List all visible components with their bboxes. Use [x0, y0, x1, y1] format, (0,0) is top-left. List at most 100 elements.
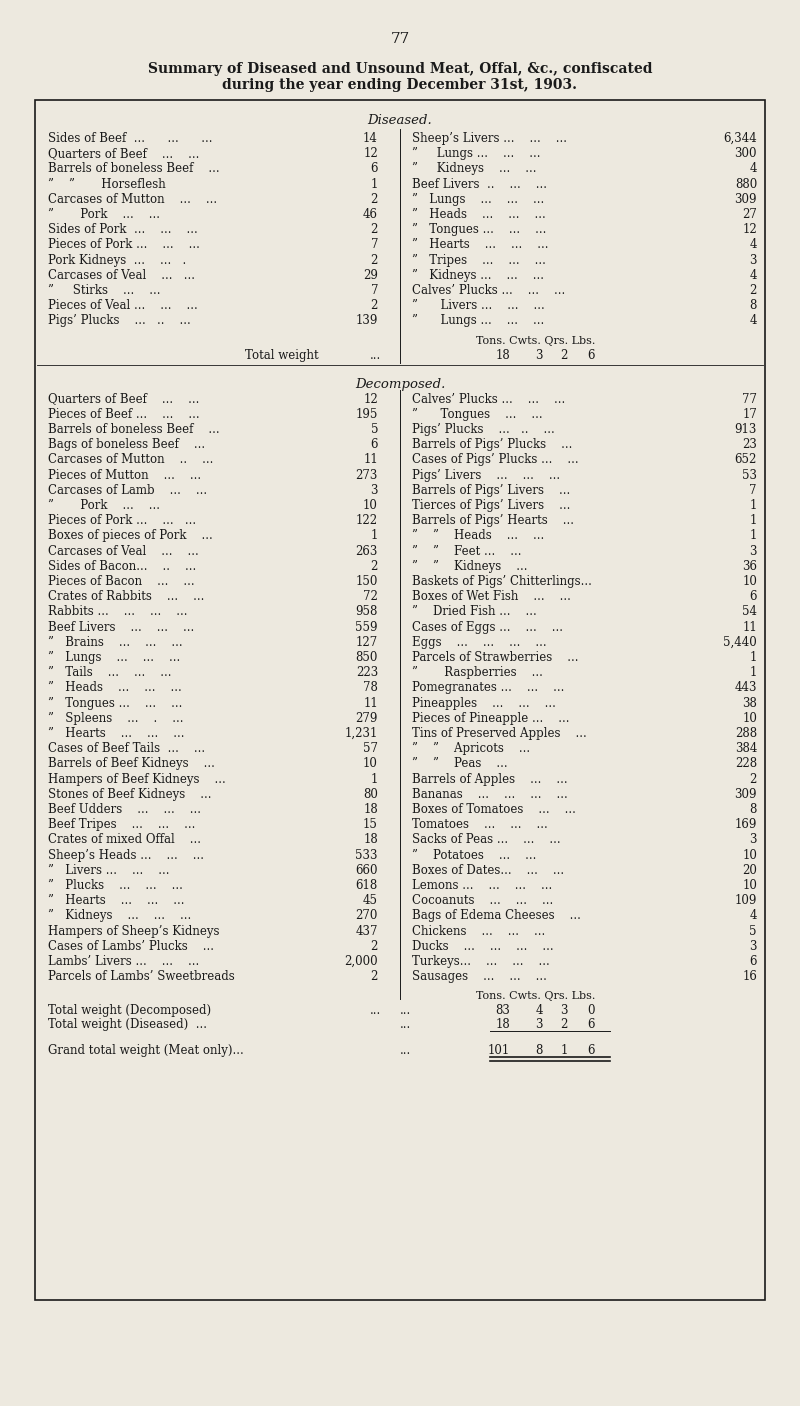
Text: Rabbits ...    ...    ...    ...: Rabbits ... ... ... ...: [48, 606, 187, 619]
Text: Boxes of Wet Fish    ...    ...: Boxes of Wet Fish ... ...: [412, 591, 571, 603]
Text: 279: 279: [356, 711, 378, 725]
Text: 660: 660: [355, 863, 378, 877]
Text: Tins of Preserved Apples    ...: Tins of Preserved Apples ...: [412, 727, 586, 740]
Text: 228: 228: [735, 758, 757, 770]
Text: 6: 6: [370, 439, 378, 451]
Text: 109: 109: [734, 894, 757, 907]
Text: 8: 8: [750, 299, 757, 312]
Text: Cases of Pigs’ Plucks ...    ...: Cases of Pigs’ Plucks ... ...: [412, 453, 578, 467]
Text: 8: 8: [536, 1045, 543, 1057]
Text: Ducks    ...    ...    ...    ...: Ducks ... ... ... ...: [412, 939, 554, 953]
Text: 5: 5: [750, 925, 757, 938]
Text: 0: 0: [587, 1004, 595, 1018]
Text: ”   Lungs    ...    ...    ...: ” Lungs ... ... ...: [48, 651, 180, 664]
Text: Bags of Edema Cheeses    ...: Bags of Edema Cheeses ...: [412, 910, 581, 922]
Text: 223: 223: [356, 666, 378, 679]
Text: ”   Tongues ...    ...    ...: ” Tongues ... ... ...: [412, 224, 546, 236]
Text: 288: 288: [735, 727, 757, 740]
Text: Sheep’s Livers ...    ...    ...: Sheep’s Livers ... ... ...: [412, 132, 567, 145]
Text: Calves’ Plucks ...    ...    ...: Calves’ Plucks ... ... ...: [412, 284, 566, 297]
Text: 195: 195: [356, 408, 378, 420]
Text: Total weight (Decomposed): Total weight (Decomposed): [48, 1004, 211, 1018]
Text: 12: 12: [363, 392, 378, 405]
Text: 10: 10: [742, 849, 757, 862]
Text: Carcases of Veal    ...   ...: Carcases of Veal ... ...: [48, 269, 195, 281]
Text: ...: ...: [400, 1004, 411, 1018]
Text: Bananas    ...    ...    ...    ...: Bananas ... ... ... ...: [412, 787, 568, 801]
Text: 6: 6: [750, 591, 757, 603]
Text: 2: 2: [370, 193, 378, 205]
Text: Barrels of Pigs’ Hearts    ...: Barrels of Pigs’ Hearts ...: [412, 515, 574, 527]
Text: Pieces of Beef ...    ...    ...: Pieces of Beef ... ... ...: [48, 408, 200, 420]
Text: Pigs’ Livers    ...    ...    ...: Pigs’ Livers ... ... ...: [412, 468, 560, 482]
Text: ”    ”       Horseflesh: ” ” Horseflesh: [48, 177, 166, 191]
Text: 3: 3: [561, 1004, 568, 1018]
Text: 1: 1: [750, 499, 757, 512]
Text: Pomegranates ...    ...    ...: Pomegranates ... ... ...: [412, 682, 564, 695]
Text: Quarters of Beef    ...    ...: Quarters of Beef ... ...: [48, 392, 199, 405]
Text: 16: 16: [742, 970, 757, 983]
Text: Diseased.: Diseased.: [368, 114, 432, 127]
Text: Cases of Lambs’ Plucks    ...: Cases of Lambs’ Plucks ...: [48, 939, 214, 953]
Text: 72: 72: [363, 591, 378, 603]
Text: 8: 8: [750, 803, 757, 815]
Text: 11: 11: [742, 620, 757, 634]
Text: 139: 139: [356, 315, 378, 328]
Text: 7: 7: [370, 239, 378, 252]
Text: ”   Tripes    ...    ...    ...: ” Tripes ... ... ...: [412, 253, 546, 267]
Text: 54: 54: [742, 606, 757, 619]
Text: Tons. Cwts. Qrs. Lbs.: Tons. Cwts. Qrs. Lbs.: [476, 336, 595, 346]
Text: 273: 273: [356, 468, 378, 482]
Text: ”   Brains    ...    ...    ...: ” Brains ... ... ...: [48, 636, 182, 648]
Text: Eggs    ...    ...    ...    ...: Eggs ... ... ... ...: [412, 636, 546, 648]
Text: Cases of Beef Tails  ...    ...: Cases of Beef Tails ... ...: [48, 742, 205, 755]
Text: 45: 45: [363, 894, 378, 907]
Text: Pieces of Mutton    ...    ...: Pieces of Mutton ... ...: [48, 468, 201, 482]
Text: Tons. Cwts. Qrs. Lbs.: Tons. Cwts. Qrs. Lbs.: [476, 991, 595, 1001]
Text: 4: 4: [750, 239, 757, 252]
Text: 958: 958: [356, 606, 378, 619]
Text: Barrels of Apples    ...    ...: Barrels of Apples ... ...: [412, 773, 568, 786]
Text: Crates of mixed Offal    ...: Crates of mixed Offal ...: [48, 834, 201, 846]
Text: 1,231: 1,231: [345, 727, 378, 740]
Text: Crates of Rabbits    ...    ...: Crates of Rabbits ... ...: [48, 591, 204, 603]
Text: 18: 18: [495, 349, 510, 361]
Text: 850: 850: [356, 651, 378, 664]
Text: Tomatoes    ...    ...    ...: Tomatoes ... ... ...: [412, 818, 548, 831]
Text: ...: ...: [400, 1018, 411, 1032]
Text: 3: 3: [750, 939, 757, 953]
Text: ”   Heads    ...    ...    ...: ” Heads ... ... ...: [412, 208, 546, 221]
Text: ...: ...: [370, 349, 382, 361]
Text: 6: 6: [587, 1045, 595, 1057]
Text: 4: 4: [750, 269, 757, 281]
Text: 15: 15: [363, 818, 378, 831]
Text: Summary of Diseased and Unsound Meat, Offal, &c., confiscated: Summary of Diseased and Unsound Meat, Of…: [148, 62, 652, 76]
Text: 443: 443: [734, 682, 757, 695]
Text: 10: 10: [742, 879, 757, 891]
Text: Sides of Pork  ...    ...    ...: Sides of Pork ... ... ...: [48, 224, 198, 236]
Text: ”   Hearts    ...    ...    ...: ” Hearts ... ... ...: [48, 727, 185, 740]
Text: Beef Livers    ...    ...    ...: Beef Livers ... ... ...: [48, 620, 194, 634]
Text: Bags of boneless Beef    ...: Bags of boneless Beef ...: [48, 439, 205, 451]
Text: ”   Tongues ...    ...    ...: ” Tongues ... ... ...: [48, 696, 182, 710]
Text: ”    ”    Apricots    ...: ” ” Apricots ...: [412, 742, 530, 755]
Text: Beef Livers  ..    ...    ...: Beef Livers .. ... ...: [412, 177, 547, 191]
Text: 384: 384: [734, 742, 757, 755]
Text: 77: 77: [742, 392, 757, 405]
Text: ”     Stirks    ...    ...: ” Stirks ... ...: [48, 284, 161, 297]
Text: ”   Lungs    ...    ...    ...: ” Lungs ... ... ...: [412, 193, 544, 205]
Text: 7: 7: [370, 284, 378, 297]
Text: 4: 4: [750, 315, 757, 328]
Text: Stones of Beef Kidneys    ...: Stones of Beef Kidneys ...: [48, 787, 211, 801]
Text: 6: 6: [587, 349, 595, 361]
Text: 46: 46: [363, 208, 378, 221]
Text: Chickens    ...    ...    ...: Chickens ... ... ...: [412, 925, 546, 938]
Text: ”      Lungs ...    ...    ...: ” Lungs ... ... ...: [412, 315, 544, 328]
Text: Tierces of Pigs’ Livers    ...: Tierces of Pigs’ Livers ...: [412, 499, 570, 512]
Text: ”   Livers ...    ...    ...: ” Livers ... ... ...: [48, 863, 170, 877]
Text: 11: 11: [363, 696, 378, 710]
Text: Pieces of Pork ...    ...    ...: Pieces of Pork ... ... ...: [48, 239, 200, 252]
Text: Parcels of Lambs’ Sweetbreads: Parcels of Lambs’ Sweetbreads: [48, 970, 234, 983]
Text: 10: 10: [363, 499, 378, 512]
Text: 57: 57: [363, 742, 378, 755]
